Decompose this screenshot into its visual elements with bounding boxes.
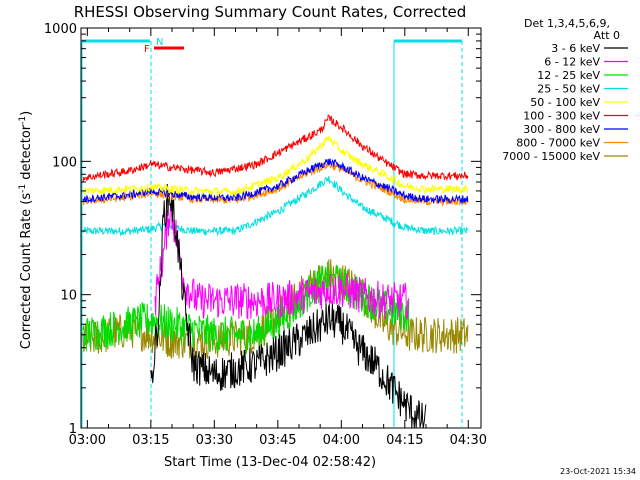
series-line-5 bbox=[82, 114, 469, 182]
flag-f: F bbox=[144, 44, 150, 55]
legend-label-1: 6 - 12 keV bbox=[544, 56, 600, 69]
plot-frame bbox=[80, 27, 482, 429]
y-axis-label-group: Corrected Count Rate (s-1 detector-1) bbox=[18, 111, 34, 349]
x-tick-label-5: 04:15 bbox=[386, 433, 423, 448]
y-tick-label-2: 100 bbox=[52, 155, 77, 170]
series-layer bbox=[82, 114, 469, 429]
x-axis-label: Start Time (13-Dec-04 02:58:42) bbox=[164, 455, 376, 470]
legend-label-7: 800 - 7000 keV bbox=[516, 137, 600, 150]
chart-title: RHESSI Observing Summary Count Rates, Co… bbox=[74, 3, 467, 21]
series-line-3 bbox=[82, 175, 469, 237]
ticks-layer: 03:00 03:15 03:30 03:45 04:00 04:15 04:30 1 10 10… bbox=[44, 22, 487, 448]
x-tick-label-0: 03:00 bbox=[69, 433, 106, 448]
legend-label-4: 50 - 100 keV bbox=[530, 96, 600, 109]
series-line-4 bbox=[82, 135, 469, 197]
legend-label-2: 12 - 25 keV bbox=[537, 69, 600, 82]
series-line-6 bbox=[82, 158, 469, 204]
x-tick-label-3: 03:45 bbox=[259, 433, 296, 448]
y-axis-label: Corrected Count Rate (s-1 detector-1) bbox=[18, 111, 34, 349]
y-tick-label-1: 10 bbox=[60, 289, 77, 304]
legend-label-5: 100 - 300 keV bbox=[523, 110, 600, 123]
flag-n: N bbox=[156, 37, 163, 48]
timestamp: 23-Oct-2021 15:34 bbox=[560, 467, 636, 476]
legend-header-line2: Att 0 bbox=[594, 29, 620, 42]
legend-header-line1: Det 1,3,4,5,6,9, bbox=[524, 17, 610, 30]
series-line-1 bbox=[154, 203, 410, 320]
y-tick-label-3: 1000 bbox=[44, 22, 77, 37]
x-tick-label-6: 04:30 bbox=[450, 433, 487, 448]
y-tick-label-0: 1 bbox=[69, 422, 77, 437]
legend-label-3: 25 - 50 keV bbox=[537, 83, 600, 96]
decorative-lines bbox=[81, 39, 463, 428]
legend-label-6: 300 - 800 keV bbox=[523, 123, 600, 136]
x-tick-label-2: 03:30 bbox=[196, 433, 233, 448]
legend-label-0: 3 - 6 keV bbox=[551, 42, 600, 55]
x-tick-label-4: 04:00 bbox=[323, 433, 360, 448]
x-tick-label-1: 03:15 bbox=[132, 433, 169, 448]
legend-label-8: 7000 - 15000 keV bbox=[502, 150, 600, 163]
series-line-0 bbox=[150, 183, 427, 429]
